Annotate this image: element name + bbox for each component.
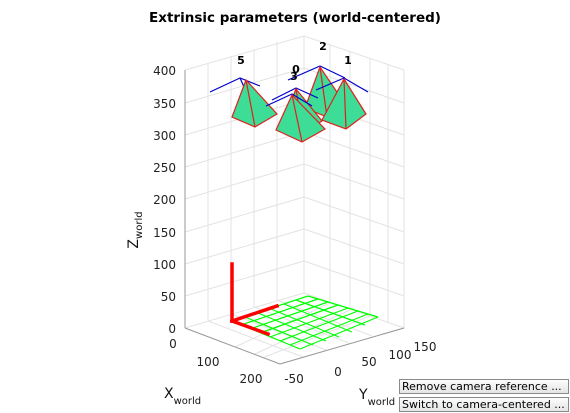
z-tick-label: 150 — [153, 226, 176, 240]
y-tick-label: 0 — [334, 365, 342, 379]
camera-1-pyramid: 1 — [315, 54, 369, 130]
x-axis-ticks: 0 100 200 — [169, 337, 262, 386]
x-tick-label: 200 — [240, 372, 263, 386]
z-tick-label: 250 — [153, 161, 176, 175]
y-tick-label: 50 — [361, 355, 376, 369]
x-tick-label: 0 — [169, 337, 177, 351]
camera-5-pyramid: 5 — [209, 54, 278, 128]
y-tick-label: 150 — [414, 340, 437, 354]
z-tick-label: 100 — [153, 258, 176, 272]
camera-label: 1 — [344, 54, 352, 67]
camera-label: 5 — [237, 54, 245, 67]
switch-camera-centered-button[interactable]: Switch to camera-centered ... — [399, 397, 569, 412]
x-tick-label: 100 — [197, 355, 220, 369]
camera-label: 0 — [292, 63, 300, 76]
camera-label: 2 — [319, 40, 327, 53]
axes-box-edges — [184, 70, 405, 365]
camera-3-pyramid: 3 — [265, 70, 326, 143]
axes-box-grid — [184, 35, 405, 365]
remove-camera-reference-button[interactable]: Remove camera reference ... — [399, 379, 569, 394]
z-axis-label: Zworld — [126, 211, 145, 248]
z-axis-ticks: 0 50 100 150 200 250 300 350 400 — [153, 64, 176, 336]
z-tick-label: 200 — [153, 193, 176, 207]
y-axis-ticks: -50 0 50 100 150 — [284, 340, 436, 386]
z-tick-label: 50 — [161, 290, 176, 304]
z-tick-label: 0 — [168, 322, 176, 336]
x-axis-label: Xworld — [164, 386, 201, 407]
y-axis-label: Yworld — [358, 387, 395, 408]
y-tick-label: -50 — [284, 372, 304, 386]
z-tick-label: 400 — [153, 64, 176, 78]
figure-title: Extrinsic parameters (world-centered) — [149, 10, 441, 26]
z-tick-label: 300 — [153, 129, 176, 143]
y-tick-label: 100 — [389, 348, 412, 362]
camera-label: 3 — [290, 70, 298, 83]
world-frame-axes — [229, 262, 280, 337]
z-tick-label: 350 — [153, 97, 176, 111]
